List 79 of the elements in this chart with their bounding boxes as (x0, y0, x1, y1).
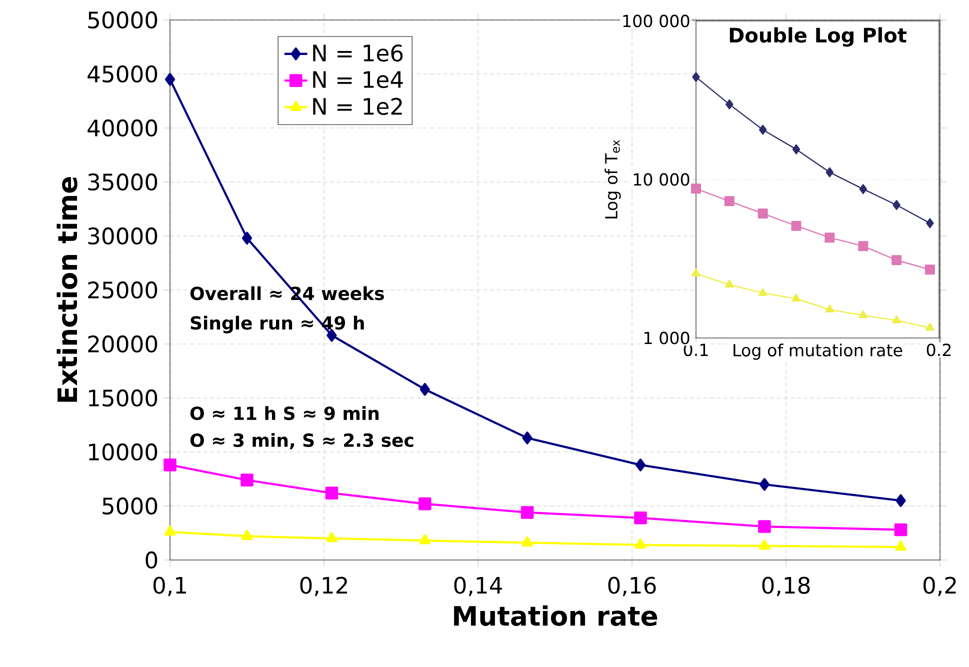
point (759, 478, 770, 491)
point (791, 220, 802, 231)
y-tick-label: 45000 (88, 65, 158, 83)
annotation: O ≈ 11 h S ≈ 9 min (190, 406, 379, 420)
point (635, 458, 646, 472)
point (758, 520, 771, 533)
x-axis-title: Mutation rate (454, 605, 658, 626)
point (725, 280, 734, 288)
point (824, 232, 835, 243)
x-tick-label: 0,16 (608, 576, 656, 596)
point (692, 268, 700, 276)
annotation: O ≈ 3 min, S ≈ 2.3 sec (190, 433, 414, 450)
point (164, 72, 176, 86)
point (520, 506, 534, 519)
legend-label: N = 1e4 (313, 71, 403, 88)
point (241, 530, 253, 540)
y-axis-title: Extinction time (56, 177, 78, 402)
annotation: Single run ≈ 49 h (190, 316, 364, 334)
point (164, 458, 176, 472)
y-tick-label: 10000 (89, 443, 158, 461)
point (892, 315, 901, 324)
y-tick-label: 10 000 (634, 173, 690, 186)
point (522, 536, 533, 546)
point (325, 486, 338, 500)
point (724, 196, 734, 206)
point (758, 540, 770, 550)
point (419, 534, 431, 544)
x-tick-label: 0,1 (153, 576, 186, 596)
legend-label: N = 1e6 (313, 44, 403, 62)
y-tick-label: 25000 (88, 281, 158, 299)
point (420, 382, 430, 396)
y-tick-label: 5000 (102, 497, 158, 515)
y-tick-label: 20000 (88, 335, 158, 353)
point (758, 208, 768, 219)
point (418, 497, 432, 510)
y-axis-title: Log of T$_{ex}$ (604, 140, 621, 218)
point (892, 255, 902, 266)
point (792, 144, 800, 154)
x-tick-label: 0,18 (762, 576, 810, 596)
point (859, 184, 868, 194)
x-axis-title: Log of mutation rate (734, 344, 902, 360)
point (926, 322, 934, 331)
point (896, 494, 906, 508)
point (826, 167, 834, 178)
y-tick-label: 35000 (88, 173, 158, 191)
point (164, 526, 176, 536)
point (758, 124, 767, 135)
point (691, 184, 701, 194)
point (522, 432, 532, 444)
point (858, 310, 868, 318)
x-tick-label: 0,14 (454, 576, 502, 596)
point (792, 294, 801, 302)
point (326, 532, 338, 542)
point (726, 99, 734, 110)
y-tick-label: 40000 (88, 119, 158, 137)
point (634, 511, 647, 524)
y-tick-label: 100 000 (623, 14, 690, 28)
point (894, 523, 908, 536)
point (825, 304, 834, 312)
y-tick-label: 15000 (89, 389, 158, 407)
y-tick-label: 30000 (88, 227, 158, 245)
point (924, 264, 935, 275)
point (895, 540, 906, 551)
point (758, 288, 768, 296)
point (926, 218, 934, 228)
point (242, 232, 252, 245)
y-tick-label: 1 000 (644, 332, 690, 344)
chart-title: Double Log Plot (730, 27, 906, 47)
point (892, 200, 900, 210)
point (634, 538, 646, 549)
point (858, 241, 868, 252)
x-tick-label: 0,12 (300, 576, 347, 596)
y-tick-label: 0 (146, 551, 158, 569)
point (240, 474, 254, 486)
legend-label: N = 1e2 (313, 98, 402, 115)
x-tick-label: 0,2 (923, 576, 956, 596)
x-tick-label: 0.2 (926, 344, 951, 356)
point (692, 72, 700, 82)
y-tick-label: 50000 (88, 11, 158, 29)
